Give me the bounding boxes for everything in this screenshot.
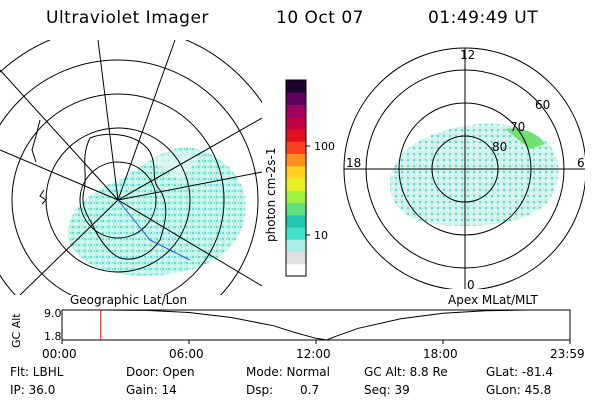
dsp-value: 0.7 (300, 383, 320, 397)
colorbar-segment (286, 227, 306, 240)
colorbar-segment (286, 178, 306, 191)
mode-info: Mode: Normal (246, 365, 330, 379)
header-time: 01:49:49 UT (428, 8, 539, 28)
geographic-map (0, 40, 262, 295)
colorbar-segment (286, 104, 306, 118)
y-tick-1-8: 1.8 (44, 330, 62, 343)
colorbar-segment (286, 214, 306, 228)
altitude-curve (62, 309, 570, 341)
colorbar-tick-100: 100 (314, 140, 335, 153)
antarctica-outline (82, 133, 167, 260)
lat-label-60: 60 (535, 98, 551, 112)
colorbar-segment (286, 116, 306, 130)
right-map-caption: Apex MLat/MLT (448, 293, 538, 307)
colorbar-segment (286, 263, 306, 277)
door-info: Door: Open (126, 365, 195, 379)
colorbar-segment (286, 129, 306, 142)
colorbar-segment (286, 190, 306, 203)
mlt-label-6: 6 (577, 156, 585, 170)
colorbar-segment (286, 153, 306, 167)
colorbar (285, 79, 310, 277)
seq-info: Seq: 39 (364, 383, 410, 397)
x-tick-0000: 00:00 (42, 347, 77, 361)
instrument-title: Ultraviolet Imager (46, 8, 209, 28)
lat-label-80: 80 (492, 140, 508, 154)
filter-info: Flt: LBHL (10, 365, 64, 379)
x-tick-1800: 18:00 (423, 347, 458, 361)
colorbar-label: photon cm-2s-1 (264, 147, 278, 243)
colorbar-segment (286, 165, 306, 179)
x-tick-1200: 12:00 (296, 347, 331, 361)
colorbar-segment (286, 202, 306, 216)
glon-info: GLon: 45.8 (486, 383, 552, 397)
apex-map (343, 47, 585, 289)
y-tick-9: 9.0 (44, 307, 62, 320)
colorbar-tick-10: 10 (314, 229, 328, 242)
colorbar-segment (286, 141, 306, 154)
header-date: 10 Oct 07 (276, 8, 364, 28)
colorbar-segment (286, 251, 306, 265)
y-axis-label: GC Alt (10, 313, 23, 348)
ip-info: IP: 36.0 (10, 383, 56, 397)
gain-info: Gain: 14 (126, 383, 177, 397)
x-tick-0600: 06:00 (169, 347, 204, 361)
colorbar-segment (286, 92, 306, 105)
mlt-label-18: 18 (346, 156, 362, 170)
left-map-caption: Geographic Lat/Lon (70, 293, 188, 307)
plot-frame (61, 309, 571, 341)
gc-alt-info: GC Alt: 8.8 Re (364, 365, 448, 379)
glat-info: GLat: -81.4 (486, 365, 553, 379)
auroral-oval (390, 123, 559, 226)
mlt-label-0: 0 (467, 278, 475, 292)
mlt-label-12: 12 (460, 48, 476, 62)
colorbar-segment (286, 80, 306, 93)
colorbar-segment (286, 239, 306, 252)
x-tick-2359: 23:59 (550, 347, 585, 361)
lat-label-70: 70 (510, 120, 526, 134)
auroral-emission (68, 147, 246, 276)
dsp-label: Dsp: (246, 383, 274, 397)
altitude-plot (61, 309, 571, 344)
